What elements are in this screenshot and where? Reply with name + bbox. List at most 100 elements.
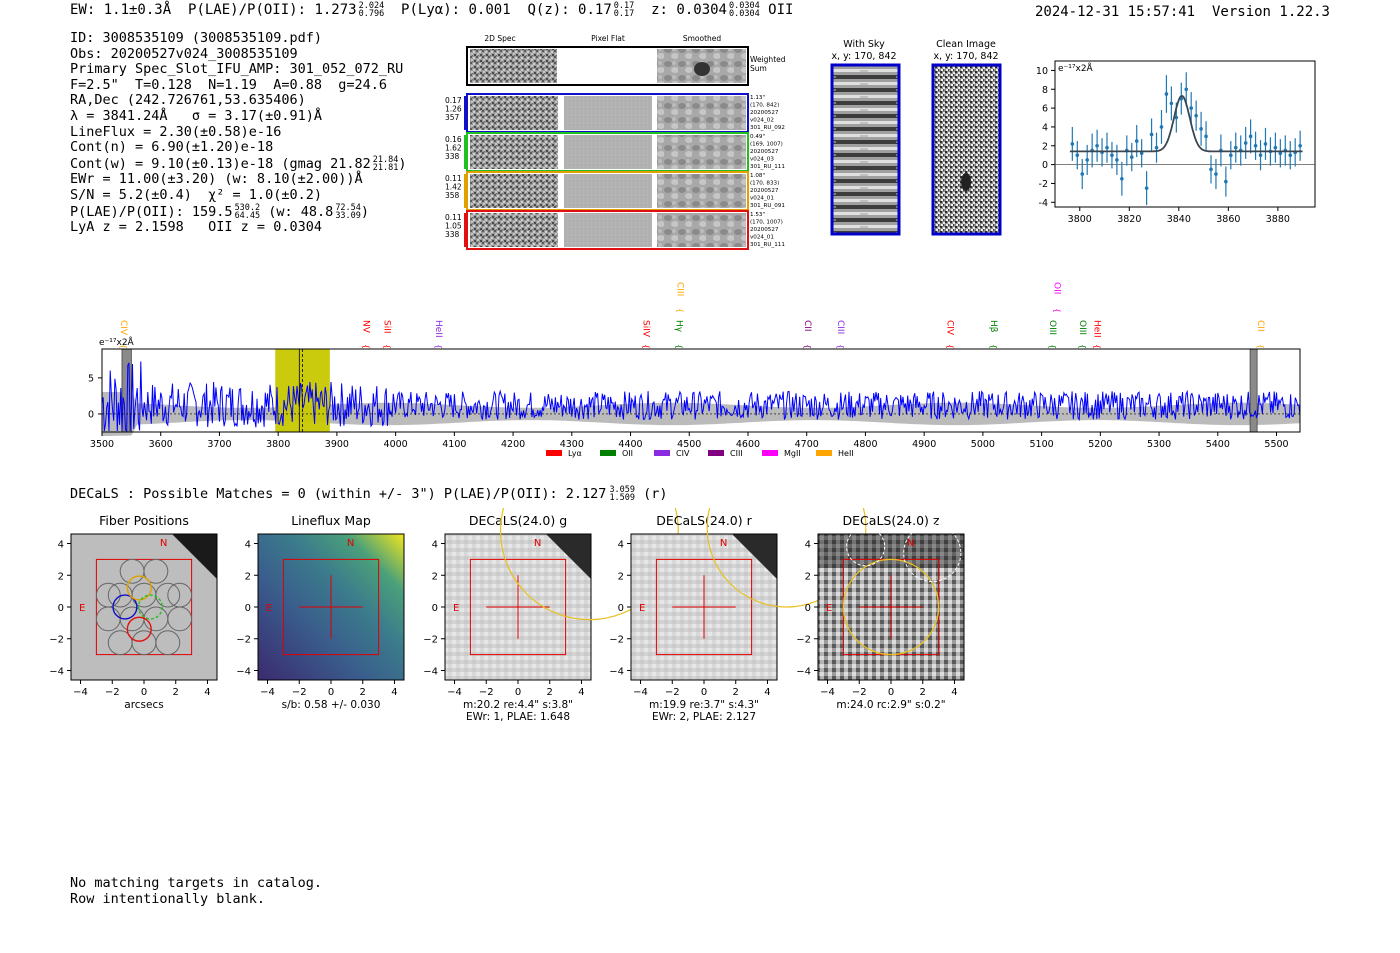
header-z: z: 0.0304 xyxy=(651,2,727,18)
panel-y-tick-label: 2 xyxy=(245,571,251,582)
spectral-line-bracket: { xyxy=(1093,344,1102,349)
panel-y-tick-label: 0 xyxy=(618,603,624,614)
fit-unit-label: e⁻¹⁷x2Å xyxy=(1058,62,1094,74)
fit-data-point xyxy=(1070,142,1075,146)
gaussian-fit-curve xyxy=(1069,95,1303,153)
info-id: ID: 3008535109 (3008535109.pdf) xyxy=(70,30,322,46)
spectrum-x-tick-label: 3600 xyxy=(149,439,173,450)
weighted-label: Weighted xyxy=(750,55,786,64)
decals-panel: Lineflux Map N E −4 −2 0 2 4 4 2 0 −2 −4 s/b: 0.58 +/… xyxy=(236,513,405,711)
fiber-circle xyxy=(155,582,181,608)
search-box xyxy=(655,558,753,656)
spectrum-y-tick-label: 0 xyxy=(88,409,94,420)
fit-data-point xyxy=(1110,153,1114,157)
fiber-circle xyxy=(167,582,193,608)
spectrum-x-tick-label: 5200 xyxy=(1088,439,1112,450)
fiber-circle xyxy=(155,630,181,656)
header-plae-lo: 0.796 xyxy=(358,9,385,19)
panel-y-tick-label: 4 xyxy=(245,540,251,551)
header-z-line: OII xyxy=(768,2,794,18)
fit-data-point xyxy=(1105,145,1109,150)
cutout-meta: 1.13" xyxy=(750,95,765,101)
info-contw-hi: 21.84 xyxy=(372,154,399,165)
panel-caption: s/b: 0.58 +/- 0.030 xyxy=(282,699,381,711)
header-plae: P(LAE)/P(OII): 1.273 xyxy=(188,2,357,18)
panel-y-tick-label: 4 xyxy=(58,540,64,551)
cutout-meta: 301_RU_092 xyxy=(750,125,785,131)
spectral-line-label: CII xyxy=(802,320,812,332)
cutout-color-tag xyxy=(464,213,467,247)
spectrum-x-tick-label: 4200 xyxy=(501,439,525,450)
panel-y-tick-label: −2 xyxy=(49,635,64,646)
cutout-stat: 1.05 xyxy=(445,222,462,231)
fit-data-point xyxy=(1149,132,1154,137)
fit-data-point xyxy=(1194,113,1198,118)
full-spectrum-plot: CIV {NV {SiII {HeII {SiIV {CIII {Hγ {CII {CIII {C… xyxy=(88,282,1301,458)
spectral-line-bracket: { xyxy=(1078,344,1087,349)
panel-y-tick-label: 4 xyxy=(805,540,811,551)
panel-x-tick-label: −4 xyxy=(633,687,648,698)
spectral-line-label: OIII xyxy=(1077,320,1087,335)
panel-y-tick-label: 0 xyxy=(245,603,251,614)
spectrum-x-tick-label: 4400 xyxy=(618,439,642,450)
cutout-2d xyxy=(470,213,558,247)
panel-y-tick-label: −2 xyxy=(796,635,811,646)
header-z-hi: 0.0304 xyxy=(728,1,760,11)
fit-data-point xyxy=(1248,134,1253,139)
spectrum-unit-label: e⁻¹⁷x2Å xyxy=(99,336,135,348)
cutout-meta: (170, 842) xyxy=(750,103,779,109)
spectrum-x-tick-label: 5300 xyxy=(1147,439,1171,450)
sum-label: Sum xyxy=(750,64,767,73)
spectral-line-label: CIV xyxy=(945,320,955,336)
cutout-stat: 0.16 xyxy=(445,135,462,144)
info-plae-hi: 530.2 xyxy=(234,202,261,213)
fit-x-tick-label: 3800 xyxy=(1068,214,1092,225)
panel-y-tick-label: 2 xyxy=(58,571,64,582)
legend-swatch xyxy=(816,450,832,456)
datetime: 2024-12-31 15:57:41 xyxy=(1034,4,1196,20)
info-contn: Cont(n) = 6.90(±1.20)e-18 xyxy=(70,139,274,156)
legend-label: HeII xyxy=(838,449,854,458)
decals-panel: Fiber Positions N E −4 −2 0 2 4 4 2 0 −2 −4 arcsecs xyxy=(49,513,218,711)
cutout-color-tag xyxy=(464,96,467,130)
line-fit-plot: e⁻¹⁷x2Å 3800 3820 3840 3860 3880 10 8 6 4 2 0 -2 -4 xyxy=(1036,60,1316,225)
legend-swatch xyxy=(546,450,562,456)
cutout-meta: v024_01 xyxy=(750,235,774,241)
panel-y-tick-label: 2 xyxy=(618,571,624,582)
cutout-color-tag xyxy=(464,174,467,208)
cutout-meta: (170, 833) xyxy=(750,181,779,187)
cutout-smoothed xyxy=(657,213,746,247)
fit-y-tick-label: -4 xyxy=(1039,198,1048,209)
spectral-line-bracket: { xyxy=(1256,344,1265,349)
decals-summary: DECaLS : Possible Matches = 0 (within +/… xyxy=(70,486,668,503)
header-qz: Q(z): 0.17 xyxy=(527,2,612,18)
spectral-line-label: CIII xyxy=(835,320,845,334)
galaxy-ellipse xyxy=(842,558,940,656)
fit-x-tick-label: 3880 xyxy=(1266,214,1290,225)
spectral-line-label: CIII xyxy=(675,282,685,296)
cutout-meta: 301_RU_111 xyxy=(750,164,785,170)
decals-panels: Fiber Positions N E −4 −2 0 2 4 4 2 0 −2 −4 arcsecs Li… xyxy=(49,508,965,723)
clean-title: Clean Image xyxy=(936,39,996,50)
panel-caption-2: EWr: 2, PLAE: 2.127 xyxy=(652,711,756,723)
cutout-meta: 1.08" xyxy=(750,173,765,179)
panel-y-tick-label: 2 xyxy=(432,571,438,582)
cutout-2d xyxy=(470,135,558,169)
col-pixel-flat: Pixel Flat xyxy=(591,34,625,43)
spectral-line-bracket: { xyxy=(676,308,685,313)
spectral-line-label: CIV xyxy=(118,320,128,336)
spectrum-x-tick-label: 3500 xyxy=(90,439,114,450)
panel-x-tick-label: −4 xyxy=(73,687,88,698)
panel-x-tick-label: −4 xyxy=(447,687,462,698)
panel-bright-source xyxy=(546,534,591,579)
col-2d-spec: 2D Spec xyxy=(484,34,515,43)
panel-y-tick-label: 0 xyxy=(58,603,64,614)
header-plya: P(Lyα): 0.001 xyxy=(401,2,511,18)
panel-x-tick-label: 4 xyxy=(578,687,584,698)
masked-region xyxy=(1249,348,1258,433)
spectrum-x-tick-label: 4100 xyxy=(442,439,466,450)
fit-data-point xyxy=(1164,92,1169,96)
